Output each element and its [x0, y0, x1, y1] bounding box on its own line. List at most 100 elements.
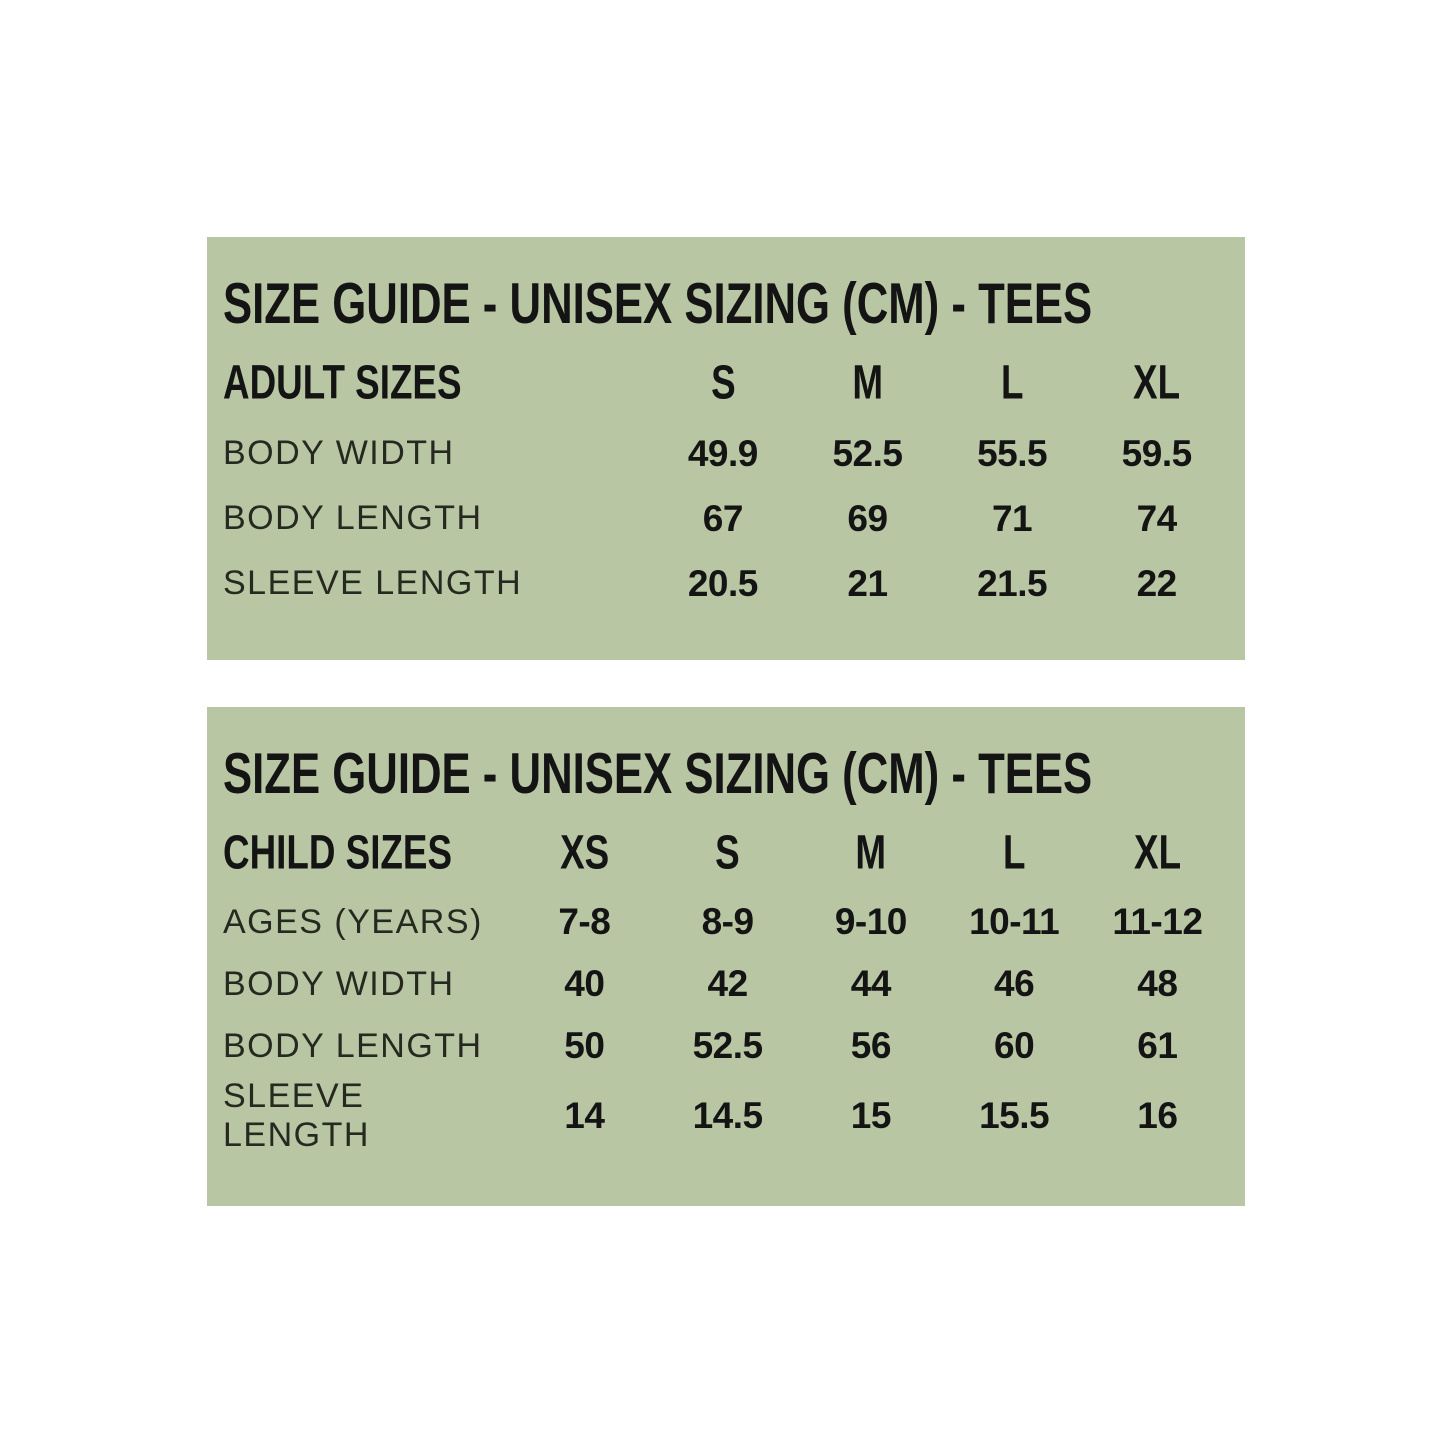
measurement-value: 42 [656, 963, 799, 1005]
size-column-header-text: XL [1133, 356, 1181, 409]
size-column-header-text: XS [559, 826, 609, 879]
size-column-header-text: L [1002, 826, 1026, 879]
measurement-value-text: 22 [1136, 562, 1178, 604]
size-guide-title-text: SIZE GUIDE - UNISEX SIZING (CM) - TEES [223, 740, 1093, 806]
measurement-value: 14.5 [656, 1095, 799, 1137]
measurement-value: 40 [513, 963, 656, 1005]
size-column-header-text: S [710, 356, 736, 409]
measurement-value: 67 [651, 498, 796, 540]
measurement-value-text: 49.9 [687, 432, 759, 474]
size-column-header: M [799, 826, 942, 879]
measurement-value-text: 67 [702, 497, 744, 539]
measurement-value: 50 [513, 1025, 656, 1067]
measurement-value-text: 48 [1137, 963, 1178, 1004]
measurement-value-text: 71 [991, 497, 1033, 539]
size-table-header-row: CHILD SIZES XS S M L XL [223, 815, 1229, 891]
size-column-header: S [656, 826, 799, 879]
measurement-label: BODY LENGTH [223, 1027, 513, 1066]
measurement-value-text: 60 [994, 1025, 1035, 1066]
measurement-value: 10-11 [942, 901, 1085, 943]
measurement-value-text: 74 [1136, 497, 1178, 539]
measurement-label-text: SLEEVE LENGTH [223, 1077, 370, 1154]
measurement-value: 56 [799, 1025, 942, 1067]
size-table-child: CHILD SIZES XS S M L XL AGES (YEARS) 7-8 8-9 9-10… [223, 815, 1229, 1154]
measurement-label-text: BODY WIDTH [223, 434, 455, 472]
measurement-value: 20.5 [651, 563, 796, 605]
measurement-value: 49.9 [651, 433, 796, 475]
measurement-value-text: 11-12 [1112, 901, 1203, 942]
measurement-value-text: 42 [707, 963, 749, 1004]
table-row: BODY LENGTH 50 52.5 56 60 61 [223, 1015, 1229, 1077]
measurement-value-text: 8-9 [701, 901, 754, 942]
measurement-value-text: 59.5 [1121, 432, 1193, 474]
measurement-value-text: 20.5 [687, 562, 759, 604]
size-column-header-text: L [1000, 356, 1024, 409]
measurement-value-text: 21 [847, 562, 888, 604]
size-column-header-text: S [715, 826, 740, 879]
measurement-value: 9-10 [799, 901, 942, 943]
measurement-value-text: 9-10 [834, 901, 908, 942]
measurement-value-text: 46 [994, 963, 1035, 1004]
size-column-header: L [940, 356, 1085, 409]
size-column-header: M [795, 356, 940, 409]
table-row: SLEEVE LENGTH 14 14.5 15 15.5 16 [223, 1077, 1229, 1154]
measurement-label: AGES (YEARS) [223, 903, 513, 942]
measurement-label: BODY LENGTH [223, 499, 651, 538]
measurement-label-text: BODY WIDTH [223, 964, 455, 1003]
measurement-value-text: 15.5 [979, 1095, 1050, 1136]
measurement-value: 55.5 [940, 433, 1085, 475]
measurement-label-text: BODY LENGTH [223, 1026, 483, 1065]
size-guide-title-text: SIZE GUIDE - UNISEX SIZING (CM) - TEES [223, 270, 1093, 336]
measurement-value: 71 [940, 498, 1085, 540]
size-group-label: ADULT SIZES [223, 356, 651, 409]
measurement-value: 15 [799, 1095, 942, 1137]
size-column-header: XS [513, 826, 656, 879]
size-column-header-text: M [855, 826, 887, 879]
measurement-value: 16 [1086, 1095, 1229, 1137]
measurement-value-text: 14 [564, 1095, 605, 1136]
measurement-value: 46 [942, 963, 1085, 1005]
measurement-value-text: 10-11 [969, 901, 1060, 942]
measurement-label-text: BODY LENGTH [223, 499, 483, 537]
measurement-value: 60 [942, 1025, 1085, 1067]
table-row: BODY WIDTH 49.9 52.5 55.5 59.5 [223, 421, 1229, 486]
measurement-value: 21.5 [940, 563, 1085, 605]
size-guide-title-adult: SIZE GUIDE - UNISEX SIZING (CM) - TEES [223, 261, 1229, 345]
measurement-label: SLEEVE LENGTH [223, 1077, 513, 1155]
measurement-value: 22 [1084, 563, 1229, 605]
size-column-header: XL [1084, 356, 1229, 409]
measurement-value-text: 50 [564, 1025, 605, 1066]
measurement-value-text: 55.5 [977, 432, 1048, 474]
measurement-label: BODY WIDTH [223, 434, 651, 473]
size-column-header: L [942, 826, 1085, 879]
size-column-header: S [651, 356, 796, 409]
measurement-value: 52.5 [656, 1025, 799, 1067]
size-guide-panel-child: SIZE GUIDE - UNISEX SIZING (CM) - TEES C… [207, 707, 1245, 1206]
table-row: BODY LENGTH 67 69 71 74 [223, 486, 1229, 551]
size-column-header-text: XL [1133, 826, 1181, 879]
size-column-header-text: M [852, 356, 883, 409]
measurement-value-text: 69 [847, 497, 888, 539]
measurement-label-text: SLEEVE LENGTH [223, 564, 523, 602]
table-row: AGES (YEARS) 7-8 8-9 9-10 10-11 11-12 [223, 891, 1229, 953]
measurement-label: BODY WIDTH [223, 965, 513, 1004]
measurement-label: SLEEVE LENGTH [223, 564, 651, 603]
measurement-value-text: 7-8 [558, 901, 611, 942]
measurement-value: 21 [795, 563, 940, 605]
measurement-value-text: 21.5 [977, 562, 1048, 604]
measurement-value: 69 [795, 498, 940, 540]
measurement-value: 52.5 [795, 433, 940, 475]
measurement-value-text: 61 [1137, 1025, 1178, 1066]
measurement-value: 61 [1086, 1025, 1229, 1067]
measurement-value: 74 [1084, 498, 1229, 540]
measurement-value-text: 52.5 [832, 432, 903, 474]
measurement-value-text: 52.5 [692, 1025, 764, 1066]
measurement-value: 15.5 [942, 1095, 1085, 1137]
measurement-value: 11-12 [1086, 901, 1229, 943]
size-column-header: XL [1086, 826, 1229, 879]
size-guide-panel-adult: SIZE GUIDE - UNISEX SIZING (CM) - TEES A… [207, 237, 1245, 660]
size-table-header-row: ADULT SIZES S M L XL [223, 345, 1229, 421]
measurement-value-text: 16 [1137, 1095, 1178, 1136]
measurement-value-text: 15 [850, 1095, 892, 1136]
measurement-value: 14 [513, 1095, 656, 1137]
